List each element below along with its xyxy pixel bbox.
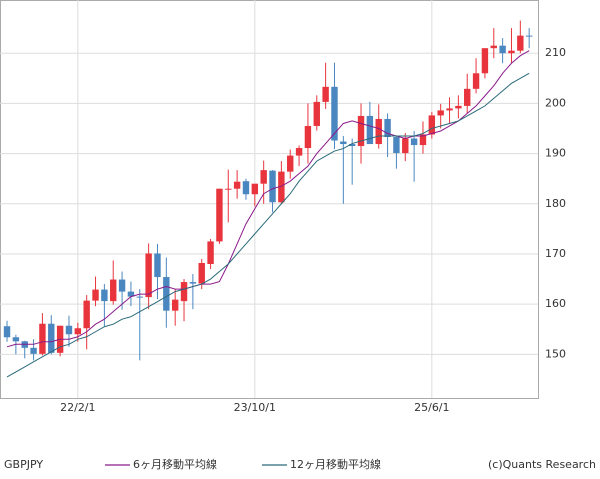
candle-body [163, 277, 170, 311]
moving-average-line [6, 72, 530, 378]
candle-body [499, 45, 506, 54]
candle-body [48, 323, 55, 353]
candle-body [216, 188, 223, 242]
y-tick-label: 190 [545, 147, 566, 160]
candle-body [525, 35, 533, 37]
candle-body [472, 73, 480, 89]
candle-body [464, 88, 471, 106]
candle-body [118, 279, 126, 292]
candle-body [357, 115, 365, 147]
y-tick-label: 160 [545, 297, 566, 310]
candle-body [154, 253, 161, 278]
candle-body [322, 86, 329, 102]
y-tick-label: 150 [545, 347, 566, 360]
candle-body [508, 50, 515, 54]
candle-body [375, 118, 382, 145]
candle-body [410, 138, 418, 146]
candle-body [260, 170, 267, 184]
candle-body [419, 134, 427, 146]
candle-body [3, 326, 11, 338]
legend-label: 6ヶ月移動平均線 [133, 457, 217, 471]
candle-body [428, 115, 436, 135]
candle-body [517, 35, 524, 51]
y-tick-label: 210 [545, 46, 566, 59]
candle-body [207, 241, 214, 264]
candle-body [446, 108, 453, 111]
candle-body [92, 289, 99, 301]
candle-body [65, 325, 73, 335]
y-tick-label: 170 [545, 247, 566, 260]
moving-average-line [6, 50, 530, 348]
candle-body [437, 110, 444, 116]
candle-body [393, 137, 400, 154]
candle-body [455, 105, 462, 109]
candle-body [180, 282, 188, 302]
candle-body [331, 86, 338, 141]
y-tick-label: 180 [545, 197, 566, 210]
candle-body [287, 155, 294, 172]
legend-label: 12ヶ月移動平均線 [290, 457, 381, 471]
x-tick-label: 22/2/1 [60, 401, 95, 414]
candle-body [304, 125, 312, 149]
candle-body [110, 279, 117, 302]
candle-body [233, 181, 241, 189]
candle-body [198, 262, 205, 284]
candle-body [171, 299, 179, 311]
candle-body [295, 148, 303, 156]
candle-body [225, 188, 232, 190]
candle-body [127, 291, 135, 297]
candle-body [481, 48, 489, 74]
candle-body [39, 323, 46, 354]
y-tick-label: 200 [545, 96, 566, 109]
candle-body [490, 45, 497, 49]
candle-body [83, 300, 90, 329]
candle-body [189, 282, 197, 284]
candle-body [136, 296, 143, 298]
candle-body [145, 253, 152, 298]
candle-body [269, 170, 276, 203]
candle-body [384, 118, 391, 138]
x-tick-label: 23/10/1 [234, 401, 276, 414]
candle-body [12, 337, 20, 342]
candle-body [402, 138, 409, 154]
candle-body [242, 181, 250, 195]
chart-title: GBPJPY [4, 458, 43, 471]
candle-body [313, 101, 320, 126]
candle-body [101, 289, 108, 302]
candle-body [348, 144, 356, 147]
candle-body [340, 141, 347, 145]
candle-body [74, 328, 82, 335]
x-tick-label: 25/6/1 [414, 401, 449, 414]
source: (c)Quants Research [488, 458, 596, 471]
candle-body [278, 171, 285, 203]
candle-body [251, 183, 259, 195]
candle-body [366, 115, 374, 145]
candle-body [30, 347, 37, 354]
